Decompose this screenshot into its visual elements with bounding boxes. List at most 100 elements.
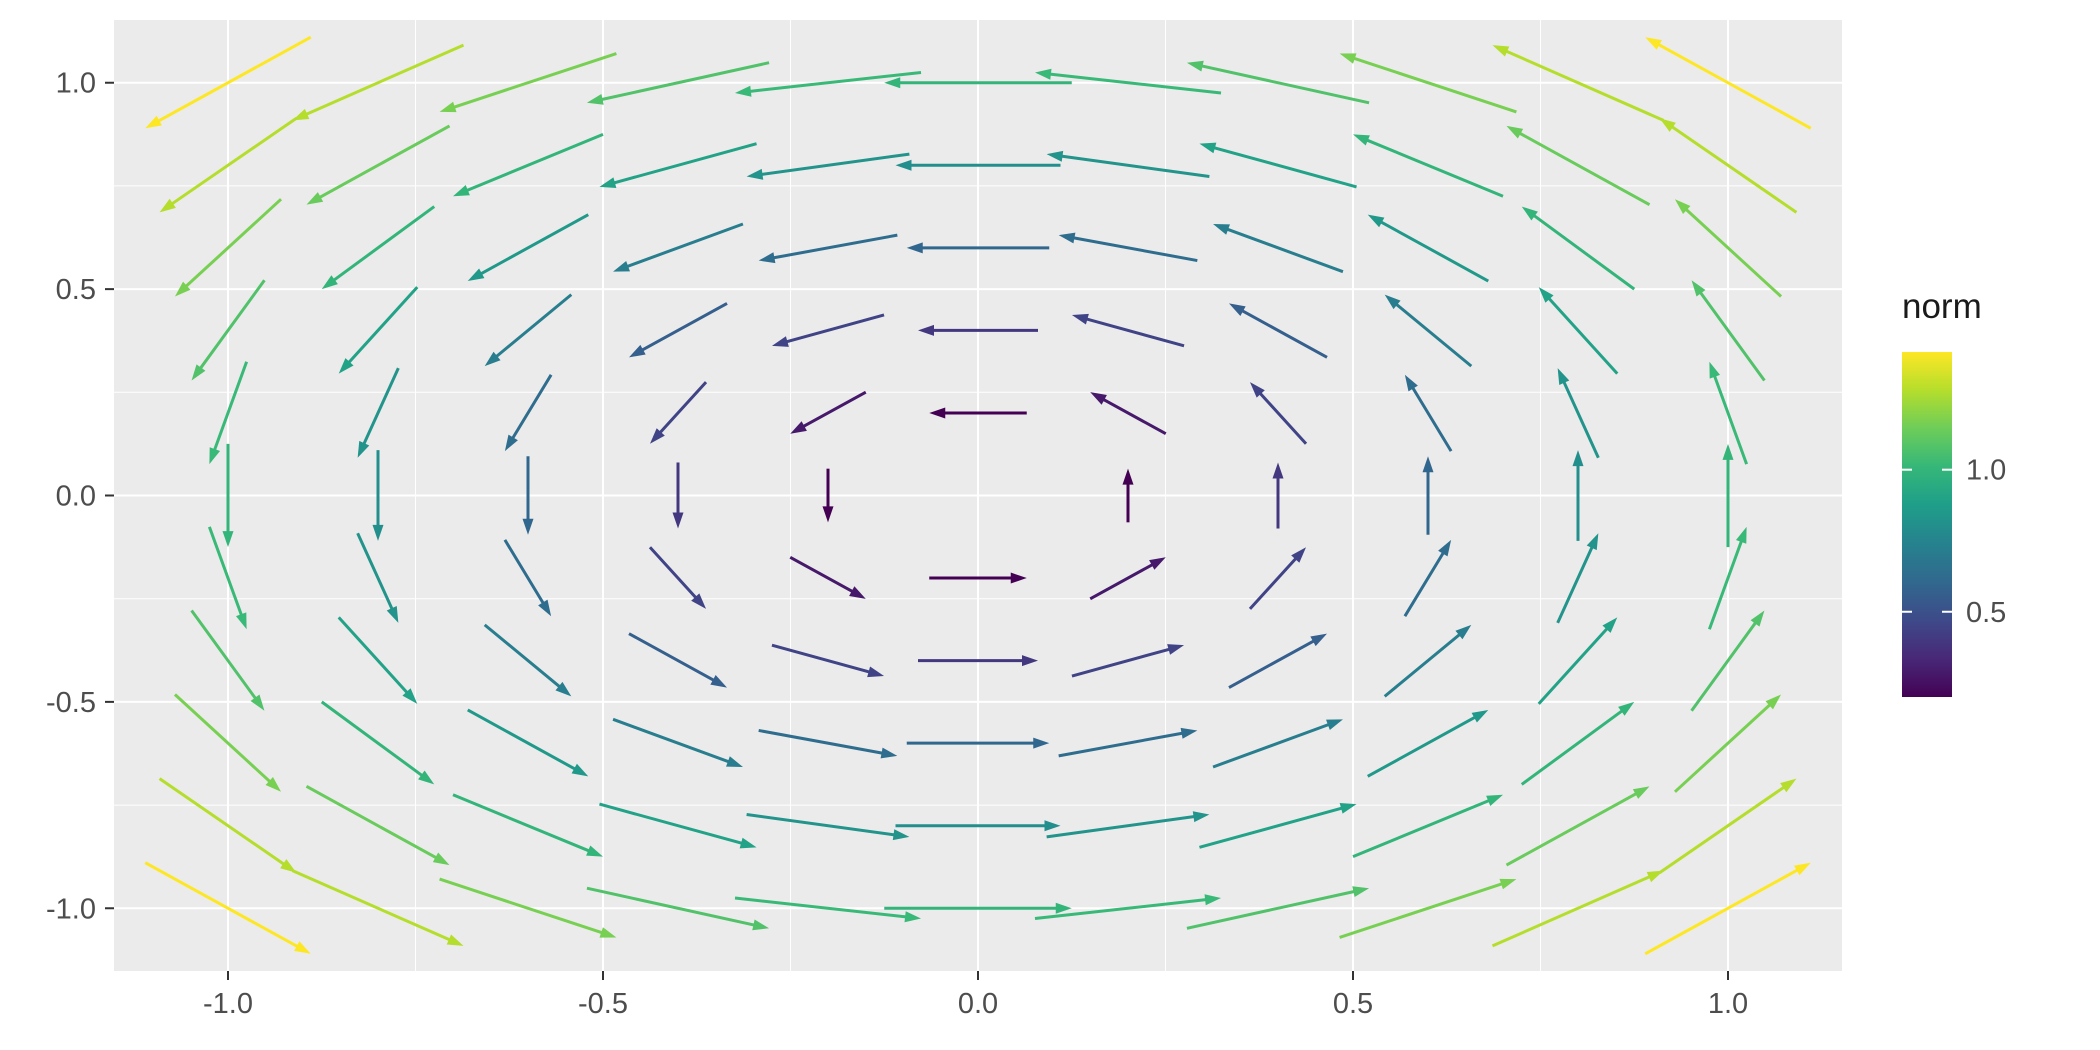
arrow-shaft bbox=[1034, 898, 1208, 920]
vector-arrow bbox=[790, 390, 867, 434]
vector-arrow bbox=[1367, 709, 1489, 778]
arrow-shaft bbox=[748, 71, 922, 93]
arrow-shaft bbox=[1071, 647, 1171, 678]
arrow-shaft bbox=[1048, 72, 1222, 95]
arrow-shaft bbox=[1212, 722, 1331, 769]
vector-arrow bbox=[305, 785, 450, 866]
vector-arrow bbox=[1186, 60, 1370, 105]
arrow-head bbox=[402, 688, 418, 704]
arrow-shaft bbox=[1547, 296, 1619, 375]
arrow-head bbox=[321, 275, 338, 290]
x-tick-label: 0.0 bbox=[958, 988, 998, 1020]
vector-arrow bbox=[929, 572, 1027, 584]
vector-arrow bbox=[884, 902, 1072, 914]
arrow-shaft bbox=[612, 717, 731, 764]
arrow-head bbox=[1192, 811, 1210, 823]
arrow-head bbox=[849, 586, 866, 599]
arrow-head bbox=[1022, 655, 1038, 667]
legend: norm 1.0 0.5 bbox=[1902, 287, 2006, 697]
arrow-head bbox=[446, 934, 464, 946]
arrow-shaft bbox=[1212, 145, 1357, 189]
arrow-head bbox=[1149, 557, 1166, 570]
arrow-head bbox=[418, 770, 435, 785]
arrow-head bbox=[1167, 644, 1185, 655]
arrow-head bbox=[280, 859, 297, 873]
arrow-head bbox=[734, 85, 752, 97]
arrow-head bbox=[1404, 374, 1418, 392]
vector-arrow bbox=[599, 142, 757, 188]
vector-arrow bbox=[467, 213, 589, 282]
y-tick-label: 0.0 bbox=[56, 481, 96, 513]
arrow-head bbox=[1506, 125, 1524, 139]
vector-arrow bbox=[191, 279, 266, 381]
vector-arrow bbox=[1248, 547, 1307, 610]
arrow-head bbox=[1709, 361, 1721, 379]
vector-arrow bbox=[1272, 462, 1284, 529]
arrow-shaft bbox=[599, 802, 744, 846]
arrow-shaft bbox=[494, 293, 573, 359]
arrow-head bbox=[1645, 37, 1662, 50]
vector-arrow bbox=[483, 623, 572, 697]
vector-arrow bbox=[1506, 125, 1651, 206]
legend-tick-label: 1.0 bbox=[1966, 455, 2006, 487]
arrow-shaft bbox=[158, 777, 286, 867]
vector-arrow bbox=[1034, 68, 1222, 95]
arrow-head bbox=[746, 168, 764, 180]
vector-arrow bbox=[884, 77, 1072, 89]
arrow-head bbox=[758, 252, 776, 264]
arrow-head bbox=[1586, 533, 1599, 551]
arrow-head bbox=[1486, 794, 1503, 806]
arrow-shaft bbox=[1673, 702, 1772, 793]
arrow-head bbox=[884, 77, 901, 89]
arrow-shaft bbox=[1240, 308, 1328, 359]
arrow-head bbox=[1071, 313, 1089, 325]
vector-arrow bbox=[1367, 214, 1489, 283]
vector-arrow bbox=[1403, 539, 1452, 617]
arrow-shaft bbox=[1556, 545, 1594, 624]
arrow-head bbox=[895, 159, 912, 171]
vector-arrow bbox=[649, 381, 708, 444]
arrow-shaft bbox=[1365, 138, 1504, 198]
arrow-head bbox=[555, 681, 572, 697]
arrow-head bbox=[1521, 206, 1538, 221]
vector-arrow bbox=[1537, 617, 1618, 705]
arrow-head bbox=[586, 845, 603, 857]
arrow-head bbox=[790, 421, 807, 434]
arrow-shaft bbox=[628, 632, 716, 683]
x-tick-label: -0.5 bbox=[578, 988, 628, 1020]
arrow-shaft bbox=[746, 813, 896, 837]
vector-arrow bbox=[906, 737, 1050, 749]
legend-title: norm bbox=[1902, 287, 1982, 326]
arrow-head bbox=[1538, 287, 1554, 303]
vector-arrow bbox=[746, 152, 910, 180]
y-tick-label: -0.5 bbox=[46, 687, 96, 719]
arrow-shaft bbox=[1712, 374, 1749, 465]
arrow-head bbox=[1471, 709, 1489, 723]
arrow-head bbox=[1033, 737, 1050, 749]
arrow-head bbox=[880, 747, 898, 759]
arrow-shaft bbox=[789, 555, 855, 594]
vector-arrow bbox=[586, 886, 770, 931]
vector-arrow bbox=[1690, 610, 1765, 712]
arrow-head bbox=[1310, 633, 1328, 647]
vector-arrow bbox=[918, 324, 1038, 336]
vector-arrow bbox=[1645, 37, 1812, 130]
vector-arrow bbox=[1249, 382, 1308, 445]
vector-arrow bbox=[1521, 206, 1636, 291]
arrow-shaft bbox=[785, 313, 885, 344]
vector-arrow bbox=[439, 52, 617, 113]
x-tick-label: -1.0 bbox=[203, 988, 253, 1020]
arrow-shaft bbox=[332, 205, 436, 283]
vector-arrow bbox=[1071, 313, 1185, 348]
arrow-head bbox=[292, 108, 310, 121]
arrow-shaft bbox=[347, 286, 419, 365]
vector-arrow bbox=[1557, 368, 1600, 459]
vector-arrow bbox=[1339, 878, 1517, 939]
arrow-shaft bbox=[1491, 874, 1652, 948]
arrow-shaft bbox=[1101, 397, 1167, 436]
arrow-head bbox=[1750, 610, 1765, 627]
arrow-head bbox=[1055, 902, 1072, 914]
x-axis-tick-labels: -1.0 -0.5 0.0 0.5 1.0 bbox=[203, 988, 1748, 1020]
arrow-head bbox=[726, 756, 743, 767]
